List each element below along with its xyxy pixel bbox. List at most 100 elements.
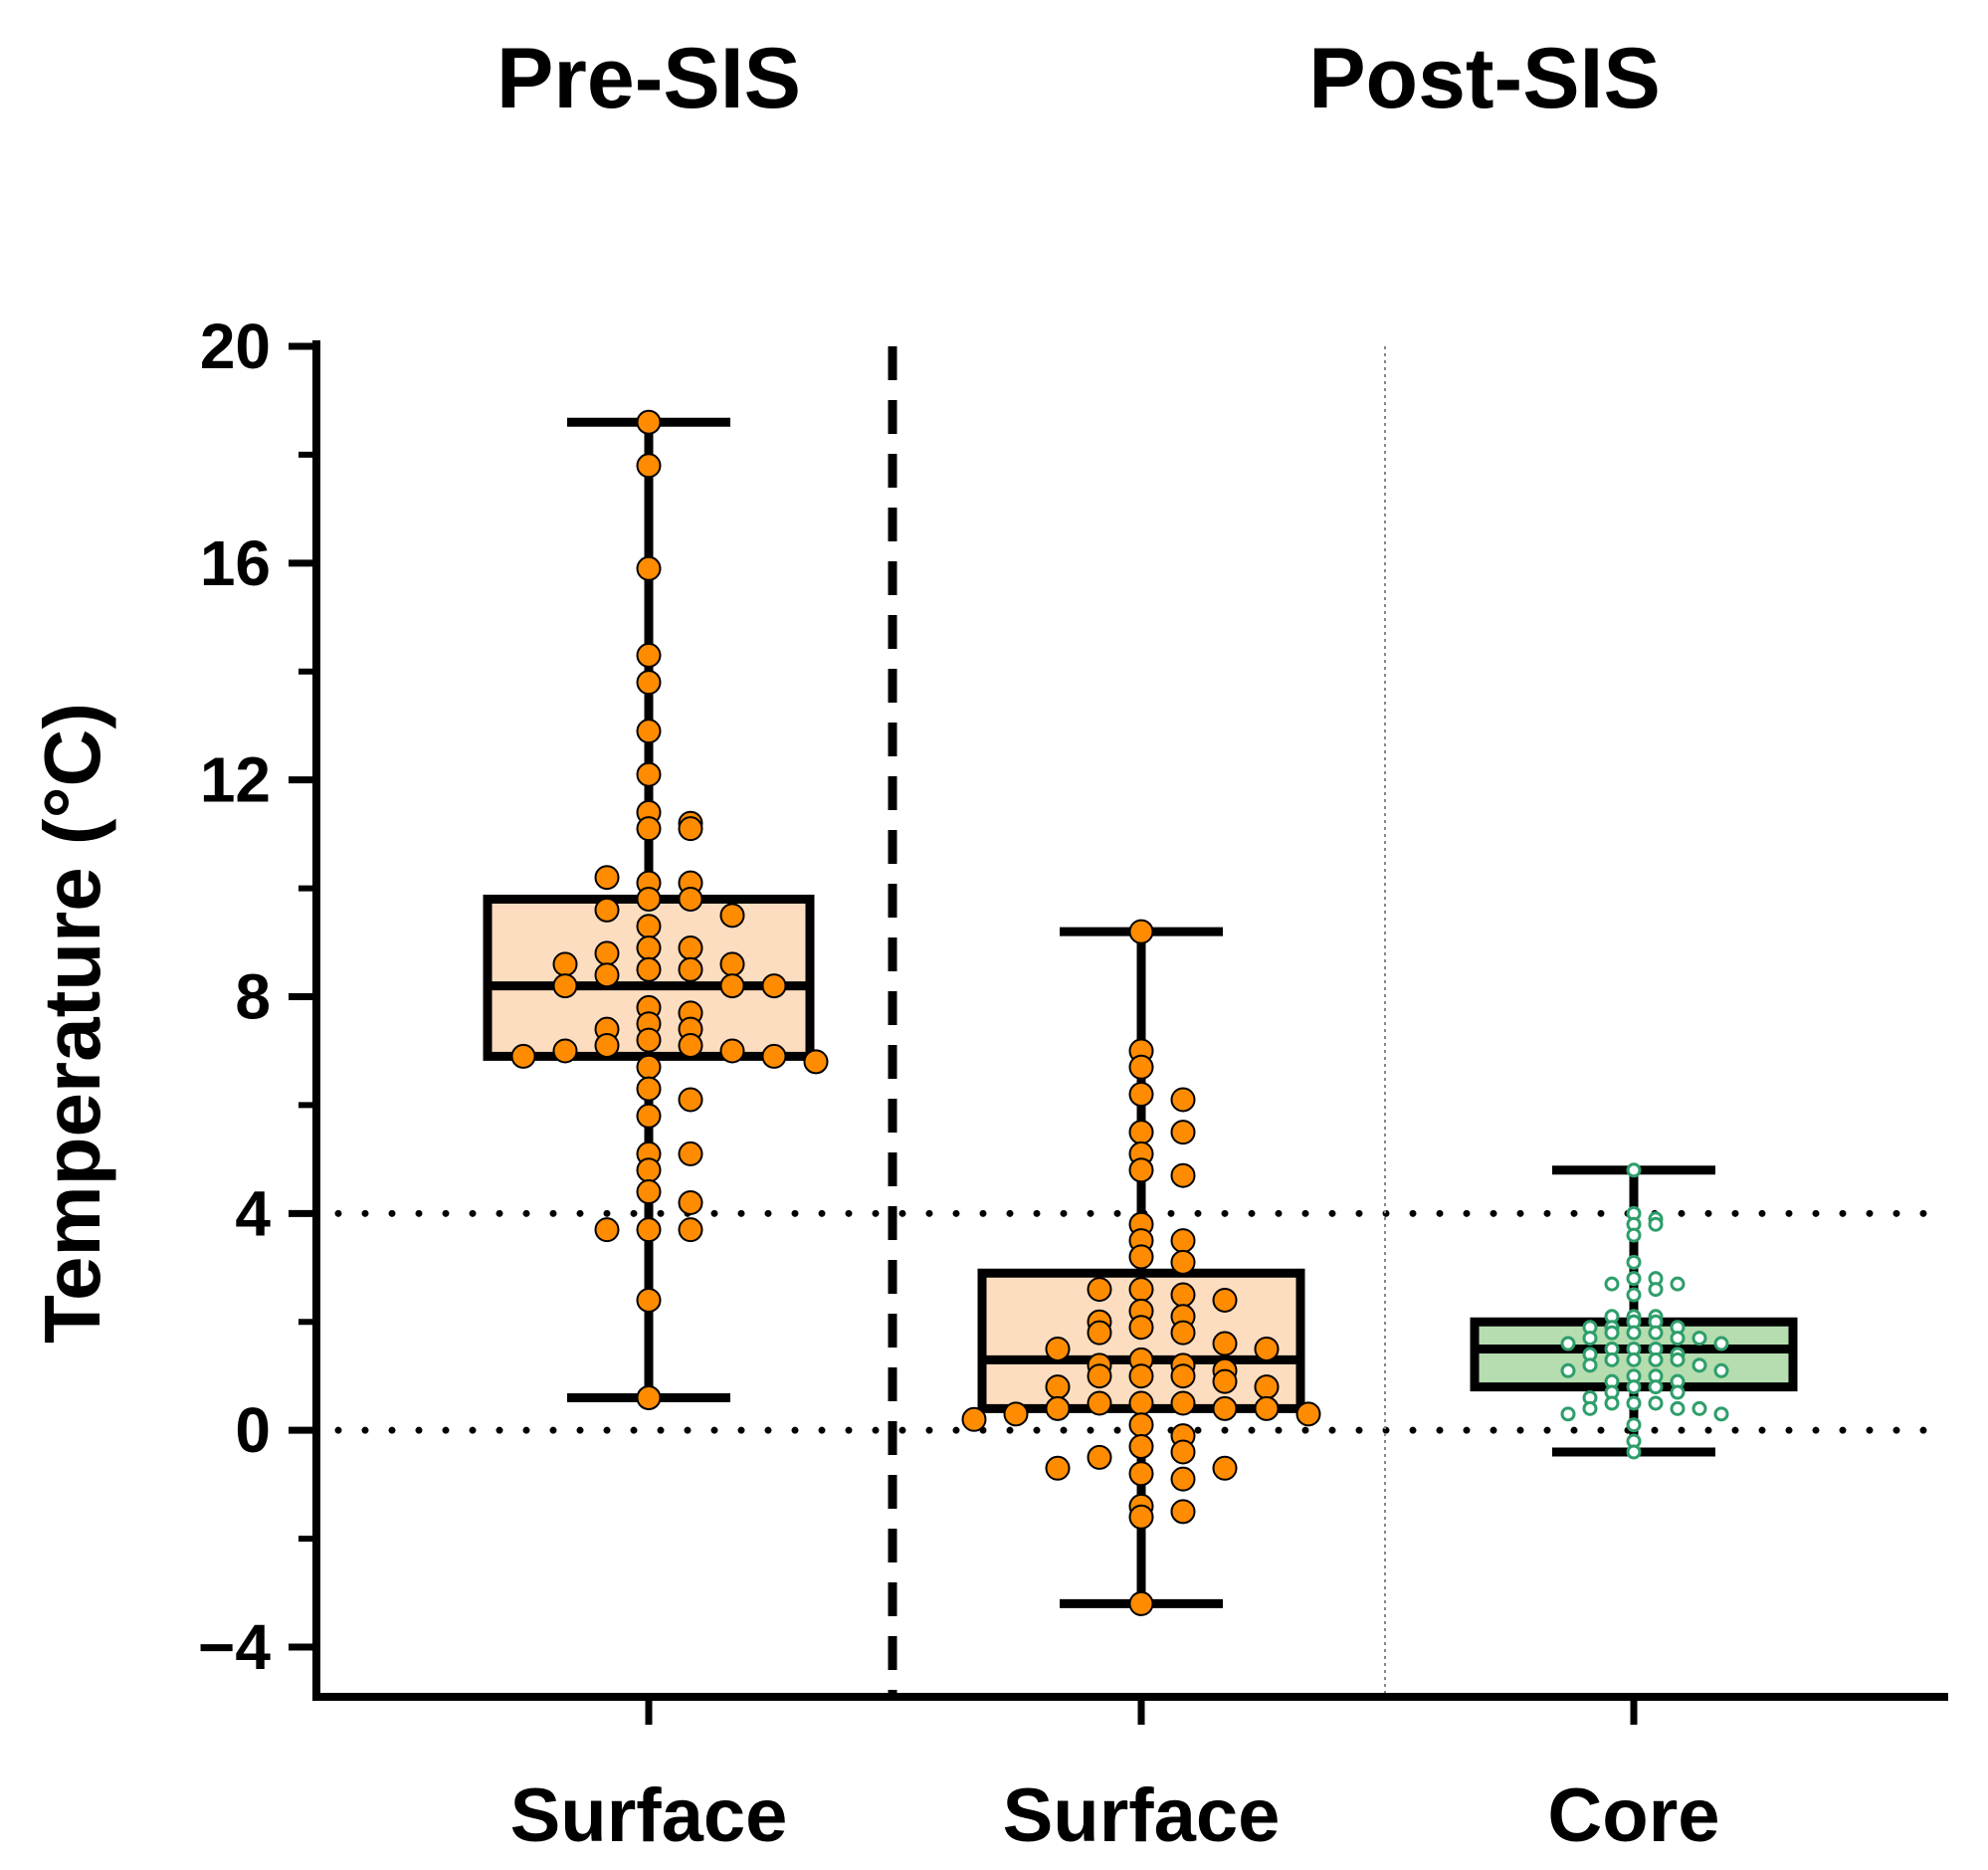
y-tick-label: −4 bbox=[198, 1611, 271, 1683]
data-point bbox=[1560, 1362, 1576, 1378]
data-point bbox=[594, 865, 620, 891]
data-point bbox=[1128, 1412, 1154, 1438]
data-point bbox=[552, 1038, 578, 1064]
y-tick-label: 0 bbox=[235, 1394, 271, 1466]
data-point bbox=[1128, 1120, 1154, 1145]
data-point bbox=[1626, 1395, 1642, 1411]
data-point bbox=[1626, 1379, 1642, 1395]
data-point bbox=[636, 1157, 662, 1183]
data-point bbox=[1604, 1351, 1620, 1367]
data-point bbox=[1128, 1277, 1154, 1303]
data-point bbox=[1626, 1271, 1642, 1287]
data-point bbox=[678, 886, 703, 912]
data-point bbox=[636, 1179, 662, 1205]
data-point bbox=[636, 1054, 662, 1080]
data-point bbox=[1604, 1395, 1620, 1411]
data-point bbox=[1170, 1363, 1196, 1389]
data-point bbox=[678, 1141, 703, 1166]
data-point bbox=[1254, 1395, 1280, 1421]
data-point bbox=[1128, 1082, 1154, 1108]
data-point bbox=[552, 951, 578, 977]
data-point bbox=[961, 1406, 987, 1432]
data-point bbox=[1560, 1336, 1576, 1351]
data-point bbox=[1170, 1120, 1196, 1145]
data-point bbox=[1648, 1379, 1664, 1395]
data-point bbox=[1626, 1254, 1642, 1270]
data-point bbox=[636, 1217, 662, 1243]
data-point bbox=[1626, 1417, 1642, 1433]
data-point bbox=[594, 897, 620, 923]
data-point bbox=[719, 1038, 745, 1064]
data-point bbox=[1170, 1466, 1196, 1492]
points-series-2 bbox=[1560, 1162, 1729, 1460]
data-point bbox=[1212, 1331, 1238, 1356]
data-point bbox=[1045, 1336, 1071, 1361]
data-point bbox=[1691, 1400, 1707, 1416]
data-point bbox=[552, 973, 578, 999]
data-point bbox=[636, 886, 662, 912]
data-point bbox=[1003, 1401, 1029, 1427]
data-point bbox=[1128, 1434, 1154, 1460]
data-point bbox=[1128, 1590, 1154, 1616]
x-category-label: Core bbox=[1547, 1773, 1719, 1858]
data-point bbox=[1582, 1331, 1598, 1347]
data-point bbox=[1170, 1499, 1196, 1525]
data-point bbox=[678, 935, 703, 960]
data-point bbox=[636, 935, 662, 960]
y-ticks: −4 0 4 8 12 16 20 bbox=[198, 311, 316, 1683]
data-point bbox=[678, 1087, 703, 1113]
points-series-1 bbox=[961, 919, 1321, 1616]
data-point bbox=[1626, 1227, 1642, 1243]
data-point bbox=[636, 642, 662, 668]
data-point bbox=[1170, 1282, 1196, 1308]
data-point bbox=[1170, 1162, 1196, 1188]
data-point bbox=[1713, 1406, 1729, 1422]
data-point bbox=[1648, 1395, 1664, 1411]
data-point bbox=[678, 816, 703, 842]
group-dividers bbox=[888, 346, 1386, 1700]
data-point bbox=[594, 1217, 620, 1243]
y-axis-title: Temperature (°C) bbox=[28, 703, 116, 1344]
data-point bbox=[1170, 1390, 1196, 1416]
y-tick-label: 12 bbox=[200, 744, 271, 816]
data-point bbox=[1087, 1390, 1112, 1416]
data-point bbox=[1648, 1216, 1664, 1232]
data-point bbox=[636, 1076, 662, 1102]
x-category-label: Surface bbox=[1003, 1773, 1281, 1858]
data-point bbox=[1691, 1331, 1707, 1347]
data-point bbox=[1087, 1363, 1112, 1389]
data-points bbox=[510, 409, 1729, 1616]
data-point bbox=[1128, 1054, 1154, 1080]
data-point bbox=[636, 1384, 662, 1410]
data-point bbox=[761, 1043, 787, 1069]
data-point bbox=[1626, 1287, 1642, 1303]
data-point bbox=[1713, 1362, 1729, 1378]
data-point bbox=[1648, 1282, 1664, 1298]
data-point bbox=[1648, 1325, 1664, 1341]
data-point bbox=[1128, 1315, 1154, 1341]
y-tick-label: 8 bbox=[235, 961, 271, 1033]
data-point bbox=[636, 914, 662, 939]
data-point bbox=[1128, 1504, 1154, 1530]
data-point bbox=[636, 1287, 662, 1313]
data-point bbox=[1128, 1157, 1154, 1183]
data-point bbox=[1626, 1325, 1642, 1341]
data-point bbox=[636, 1027, 662, 1053]
data-point bbox=[1560, 1406, 1576, 1422]
data-point bbox=[1212, 1395, 1238, 1421]
data-point bbox=[1626, 1351, 1642, 1367]
group-title-post-sis: Post-SIS bbox=[1308, 31, 1661, 126]
data-point bbox=[1670, 1384, 1686, 1400]
data-point bbox=[1582, 1400, 1598, 1416]
data-point bbox=[1295, 1401, 1321, 1427]
axes bbox=[312, 340, 1948, 1701]
data-point bbox=[678, 1217, 703, 1243]
data-point bbox=[1582, 1357, 1598, 1373]
data-point bbox=[1648, 1351, 1664, 1367]
data-point bbox=[636, 956, 662, 982]
data-point bbox=[1128, 919, 1154, 944]
data-point bbox=[1691, 1357, 1707, 1373]
data-point bbox=[1604, 1276, 1620, 1292]
data-point bbox=[1170, 1320, 1196, 1346]
y-tick-label: 20 bbox=[200, 311, 271, 382]
